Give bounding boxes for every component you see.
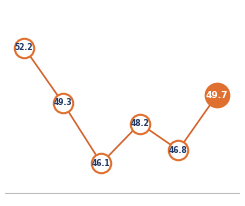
Text: 46.8: 46.8 [169,146,188,154]
Text: 49.3: 49.3 [53,98,72,107]
Text: 48.2: 48.2 [131,119,149,128]
Text: 49.7: 49.7 [206,91,228,99]
Text: 52.2: 52.2 [15,43,33,52]
Text: 46.1: 46.1 [92,159,110,168]
